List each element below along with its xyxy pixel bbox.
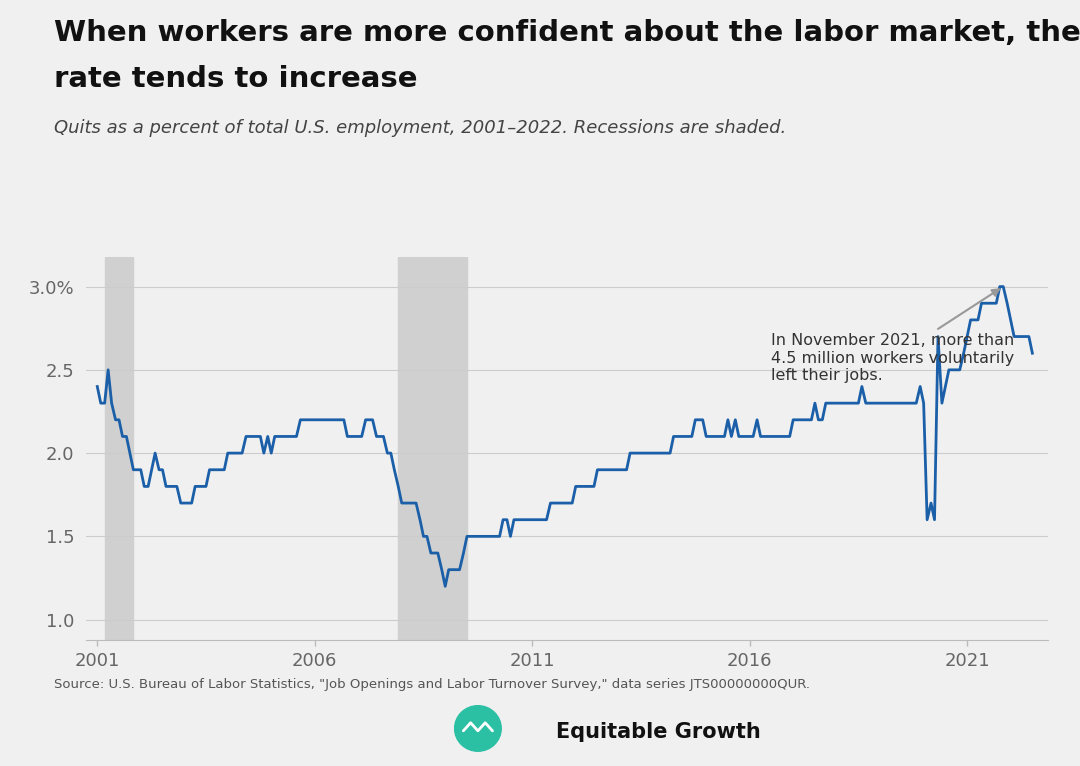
Text: In November 2021, more than
4.5 million workers voluntarily
left their jobs.: In November 2021, more than 4.5 million … <box>771 290 1015 383</box>
Text: Quits as a percent of total U.S. employment, 2001–2022. Recessions are shaded.: Quits as a percent of total U.S. employm… <box>54 119 786 136</box>
Text: When workers are more confident about the labor market, the quits: When workers are more confident about th… <box>54 19 1080 47</box>
Text: Equitable Growth: Equitable Growth <box>556 722 761 741</box>
Bar <box>105 257 133 640</box>
Text: Source: U.S. Bureau of Labor Statistics, "Job Openings and Labor Turnover Survey: Source: U.S. Bureau of Labor Statistics,… <box>54 678 810 691</box>
Bar <box>399 257 467 640</box>
Circle shape <box>455 705 501 751</box>
Text: rate tends to increase: rate tends to increase <box>54 65 418 93</box>
